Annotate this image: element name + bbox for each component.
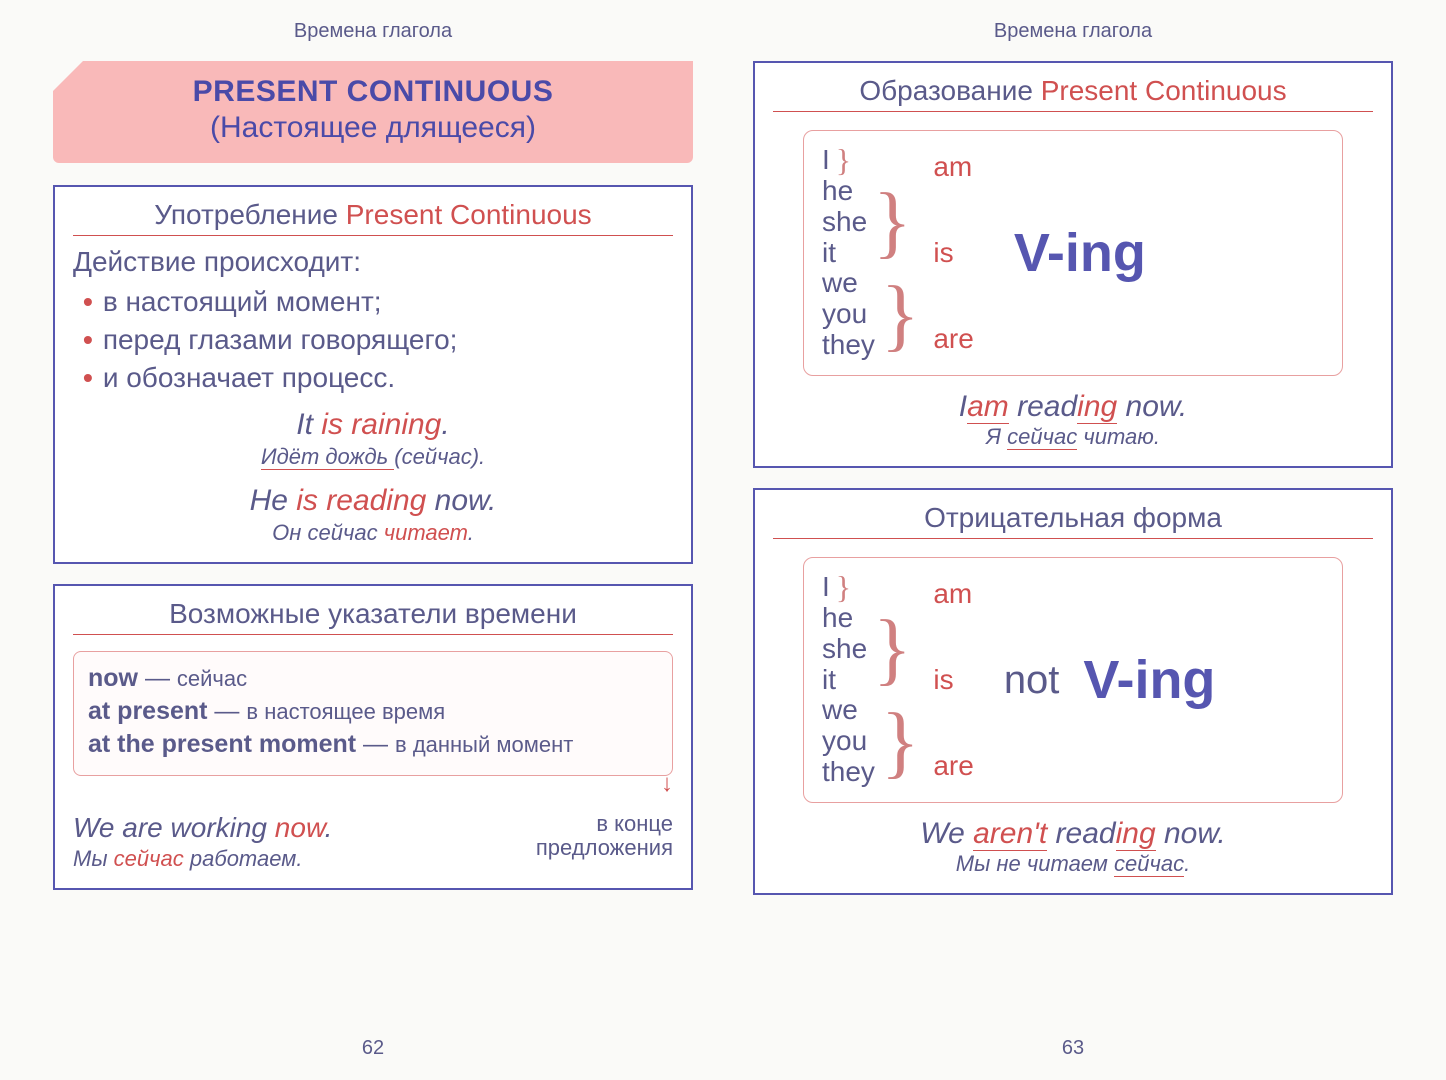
pronoun-column: I} hesheit} weyouthey} bbox=[822, 145, 919, 361]
page-number-left: 62 bbox=[362, 1037, 384, 1060]
formation-example-negative: We aren't reading now. Мы не читаем сейч… bbox=[773, 817, 1373, 877]
left-page: Времена глагола PRESENT CONTINUOUS (Наст… bbox=[53, 20, 693, 1060]
down-arrow-icon: ↓ bbox=[73, 770, 673, 798]
negative-table: I} hesheit} weyouthey} am is are not V-i… bbox=[803, 557, 1343, 803]
aux-column: am is are bbox=[933, 570, 973, 790]
usage-title-en: Present Continuous bbox=[346, 199, 592, 230]
usage-title: Употребление Present Continuous bbox=[73, 199, 673, 236]
indicator-example: We are working now. Мы сейчас работаем. bbox=[73, 812, 332, 872]
formation-table: I} hesheit} weyouthey} am is are V-ing bbox=[803, 130, 1343, 376]
page-number-right: 63 bbox=[1062, 1037, 1084, 1060]
example-2: He is reading now. Он сейчас читает. bbox=[73, 484, 673, 546]
title-main: PRESENT CONTINUOUS bbox=[63, 75, 683, 109]
page-header-right: Времена глагола bbox=[994, 20, 1152, 43]
usage-intro: Действие происходит: bbox=[73, 246, 673, 278]
indicator-row: at the present moment — в данный момент bbox=[88, 730, 658, 759]
indicators-title: Возможные указатели времени bbox=[73, 598, 673, 635]
pronoun-column: I} hesheit} weyouthey} bbox=[822, 572, 919, 788]
title-subtitle: (Настоящее длящееся) bbox=[63, 111, 683, 145]
not-word: not bbox=[1004, 658, 1060, 703]
aux-column: am is are bbox=[933, 143, 973, 363]
indicators-footer: We are working now. Мы сейчас работаем. … bbox=[73, 812, 673, 872]
formation-title: Образование Present Continuous bbox=[773, 75, 1373, 112]
ving-label: V-ing bbox=[1014, 222, 1146, 284]
page-header-left: Времена глагола bbox=[294, 20, 452, 43]
ving-label: V-ing bbox=[1083, 649, 1215, 711]
indicator-note: в конце предложения bbox=[536, 812, 673, 860]
usage-list: в настоящий момент; перед глазами говоря… bbox=[73, 286, 673, 394]
usage-title-ru: Употребление bbox=[154, 199, 338, 230]
example-2-ru: Он сейчас читает. bbox=[73, 520, 673, 546]
title-banner: PRESENT CONTINUOUS (Настоящее длящееся) bbox=[53, 61, 693, 163]
right-page: Времена глагола Образование Present Cont… bbox=[753, 20, 1393, 1060]
indicator-row: at present — в настоящее время bbox=[88, 697, 658, 726]
indicators-inner: now — сейчас at present — в настоящее вр… bbox=[73, 651, 673, 776]
formation-example-affirmative: Iam reading now. Я сейчас читаю. bbox=[773, 390, 1373, 450]
usage-box: Употребление Present Continuous Действие… bbox=[53, 185, 693, 564]
example-2-en: He is reading now. bbox=[73, 484, 673, 518]
example-1-en: It is raining. bbox=[73, 408, 673, 442]
indicator-row: now — сейчас bbox=[88, 664, 658, 693]
example-1-ru: Идёт дождь (сейчас). bbox=[73, 444, 673, 470]
indicators-box: Возможные указатели времени now — сейчас… bbox=[53, 584, 693, 890]
formation-box: Образование Present Continuous I} heshei… bbox=[753, 61, 1393, 468]
example-1: It is raining. Идёт дождь (сейчас). bbox=[73, 408, 673, 470]
negative-box: Отрицательная форма I} hesheit} weyouthe… bbox=[753, 488, 1393, 895]
usage-item: перед глазами говорящего; bbox=[83, 324, 673, 356]
negative-title: Отрицательная форма bbox=[773, 502, 1373, 539]
usage-item: в настоящий момент; bbox=[83, 286, 673, 318]
usage-item: и обозначает процесс. bbox=[83, 362, 673, 394]
